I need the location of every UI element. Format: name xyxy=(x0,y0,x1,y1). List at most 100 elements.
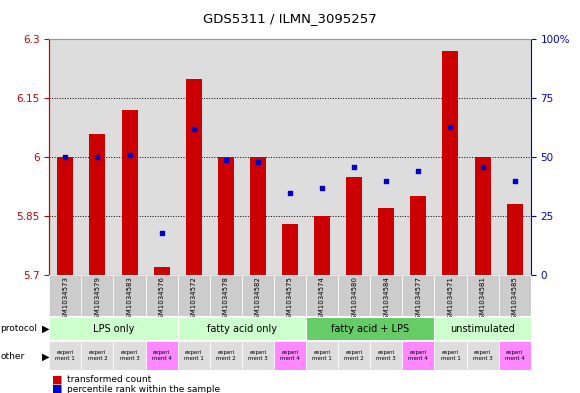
Bar xyxy=(434,275,466,316)
Bar xyxy=(49,341,81,370)
Point xyxy=(221,156,230,163)
Text: experi
ment 4: experi ment 4 xyxy=(152,350,172,361)
Text: GSM1034581: GSM1034581 xyxy=(480,276,485,323)
Bar xyxy=(474,157,491,275)
Bar xyxy=(274,275,306,316)
Text: ■: ■ xyxy=(52,375,63,385)
Bar xyxy=(146,275,177,316)
Bar xyxy=(177,317,306,340)
Text: GSM1034579: GSM1034579 xyxy=(95,276,100,323)
Bar xyxy=(89,134,106,275)
Text: GSM1034575: GSM1034575 xyxy=(287,276,293,323)
Text: GSM1034572: GSM1034572 xyxy=(191,276,197,323)
Bar xyxy=(306,317,434,340)
Text: GSM1034583: GSM1034583 xyxy=(126,276,133,323)
Text: GSM1034573: GSM1034573 xyxy=(62,276,68,323)
Bar xyxy=(282,224,298,275)
Bar xyxy=(346,177,362,275)
Bar xyxy=(242,341,274,370)
Bar xyxy=(49,275,81,316)
Bar xyxy=(250,157,266,275)
Text: experi
ment 1: experi ment 1 xyxy=(56,350,75,361)
Text: GSM1034577: GSM1034577 xyxy=(415,276,422,323)
Text: experi
ment 1: experi ment 1 xyxy=(184,350,204,361)
Bar xyxy=(306,341,338,370)
Bar xyxy=(186,79,202,275)
Text: experi
ment 3: experi ment 3 xyxy=(119,350,139,361)
Text: ▶: ▶ xyxy=(42,351,49,362)
Bar xyxy=(114,275,146,316)
Bar xyxy=(466,341,499,370)
Bar xyxy=(218,157,234,275)
Bar xyxy=(499,341,531,370)
Text: GSM1034580: GSM1034580 xyxy=(351,276,357,323)
Point xyxy=(93,154,102,160)
Point xyxy=(189,126,198,132)
Bar xyxy=(434,341,466,370)
Text: experi
ment 2: experi ment 2 xyxy=(345,350,364,361)
Text: other: other xyxy=(1,352,25,361)
Text: experi
ment 3: experi ment 3 xyxy=(473,350,492,361)
Bar xyxy=(114,341,146,370)
Bar xyxy=(314,216,330,275)
Bar xyxy=(49,317,177,340)
Text: ▶: ▶ xyxy=(42,324,49,334)
Bar xyxy=(466,275,499,316)
Bar xyxy=(338,341,370,370)
Point xyxy=(125,152,134,158)
Text: GSM1034582: GSM1034582 xyxy=(255,276,261,323)
Bar xyxy=(499,275,531,316)
Bar xyxy=(443,51,459,275)
Text: GSM1034585: GSM1034585 xyxy=(512,276,518,323)
Text: experi
ment 4: experi ment 4 xyxy=(408,350,428,361)
Point xyxy=(253,159,263,165)
Point xyxy=(317,185,327,191)
Text: GSM1034574: GSM1034574 xyxy=(319,276,325,323)
Text: GDS5311 / ILMN_3095257: GDS5311 / ILMN_3095257 xyxy=(203,12,377,25)
Bar xyxy=(210,341,242,370)
Bar xyxy=(403,275,434,316)
Bar xyxy=(403,341,434,370)
Bar xyxy=(242,275,274,316)
Bar xyxy=(411,196,426,275)
Bar xyxy=(57,157,73,275)
Bar xyxy=(154,267,169,275)
Text: protocol: protocol xyxy=(1,325,38,333)
Text: GSM1034571: GSM1034571 xyxy=(447,276,454,323)
Point xyxy=(414,168,423,174)
Text: experi
ment 2: experi ment 2 xyxy=(216,350,235,361)
Text: experi
ment 3: experi ment 3 xyxy=(248,350,268,361)
Text: fatty acid + LPS: fatty acid + LPS xyxy=(331,323,409,334)
Bar xyxy=(274,341,306,370)
Text: transformed count: transformed count xyxy=(67,375,151,384)
Bar xyxy=(434,317,531,340)
Text: unstimulated: unstimulated xyxy=(450,323,515,334)
Bar xyxy=(378,208,394,275)
Bar xyxy=(370,275,403,316)
Text: LPS only: LPS only xyxy=(93,323,134,334)
Text: experi
ment 3: experi ment 3 xyxy=(376,350,396,361)
Bar xyxy=(370,341,403,370)
Bar xyxy=(210,275,242,316)
Text: GSM1034576: GSM1034576 xyxy=(158,276,165,323)
Point xyxy=(285,189,295,196)
Point xyxy=(350,163,359,170)
Bar xyxy=(81,341,114,370)
Point xyxy=(382,178,391,184)
Bar xyxy=(81,275,114,316)
Text: percentile rank within the sample: percentile rank within the sample xyxy=(67,385,220,393)
Text: experi
ment 4: experi ment 4 xyxy=(505,350,524,361)
Point xyxy=(478,163,487,170)
Point xyxy=(510,178,519,184)
Text: GSM1034578: GSM1034578 xyxy=(223,276,229,323)
Point xyxy=(61,154,70,160)
Text: GSM1034584: GSM1034584 xyxy=(383,276,389,323)
Bar xyxy=(338,275,370,316)
Text: experi
ment 1: experi ment 1 xyxy=(441,350,461,361)
Bar xyxy=(122,110,137,275)
Text: experi
ment 1: experi ment 1 xyxy=(312,350,332,361)
Text: fatty acid only: fatty acid only xyxy=(207,323,277,334)
Point xyxy=(446,123,455,130)
Bar xyxy=(146,341,177,370)
Bar xyxy=(177,275,210,316)
